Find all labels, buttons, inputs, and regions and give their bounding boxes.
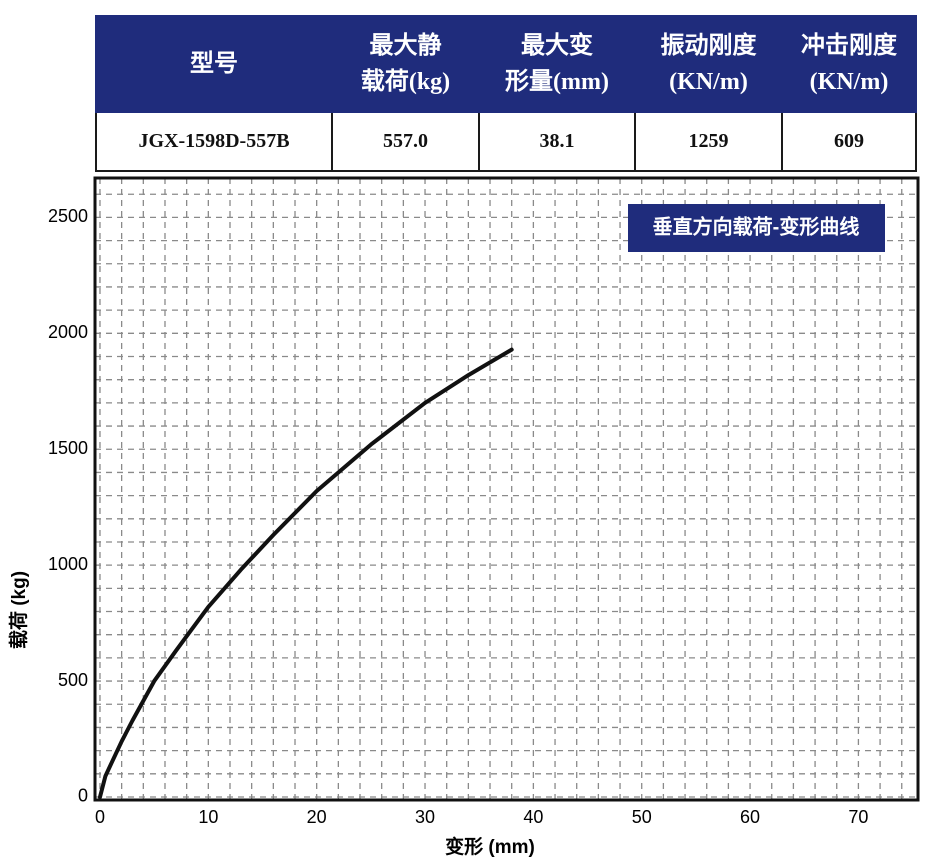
x-tick-label: 50 [632,807,652,827]
x-tick-label: 40 [523,807,543,827]
x-tick-label: 60 [740,807,760,827]
y-tick-label: 2000 [48,322,88,342]
data-row: JGX-1598D-557B 557.0 38.1 1259 609 [95,111,917,172]
y-axis-label: 载荷 (kg) [7,571,30,649]
y-tick-label: 1000 [48,554,88,574]
y-tick-label: 2500 [48,206,88,226]
x-tick-label: 70 [848,807,868,827]
x-tick-label: 0 [95,807,105,827]
y-tick-label: 1500 [48,438,88,458]
x-tick-label: 20 [307,807,327,827]
plot-frame [93,176,920,802]
x-axis-label: 变形 (mm) [445,835,535,858]
header-cell: 型号 [95,15,333,113]
header-row: 型号 最大静 载荷(kg) 最大变 形量(mm) 振动刚度 (KN/m) 冲击刚… [95,15,917,113]
x-tick-label: 30 [415,807,435,827]
cell: 557.0 [331,111,480,172]
header-cell: 振动刚度 (KN/m) [634,15,783,113]
header-cell: 冲击刚度 (KN/m) [781,15,917,113]
header-cell: 最大静 载荷(kg) [331,15,480,113]
title-box [628,204,885,252]
y-tick-label: 500 [58,670,88,690]
y-tick-label: 0 [78,786,88,806]
spec-table: 型号 最大静 载荷(kg) 最大变 形量(mm) 振动刚度 (KN/m) 冲击刚… [95,15,917,172]
cell: JGX-1598D-557B [95,111,333,172]
header-cell: 最大变 形量(mm) [478,15,636,113]
cell: 1259 [634,111,783,172]
x-tick-label: 10 [198,807,218,827]
load-curve [98,347,514,799]
cell: 609 [781,111,917,172]
chart-title: 垂直方向载荷-变形曲线 [653,214,860,238]
cell: 38.1 [478,111,636,172]
